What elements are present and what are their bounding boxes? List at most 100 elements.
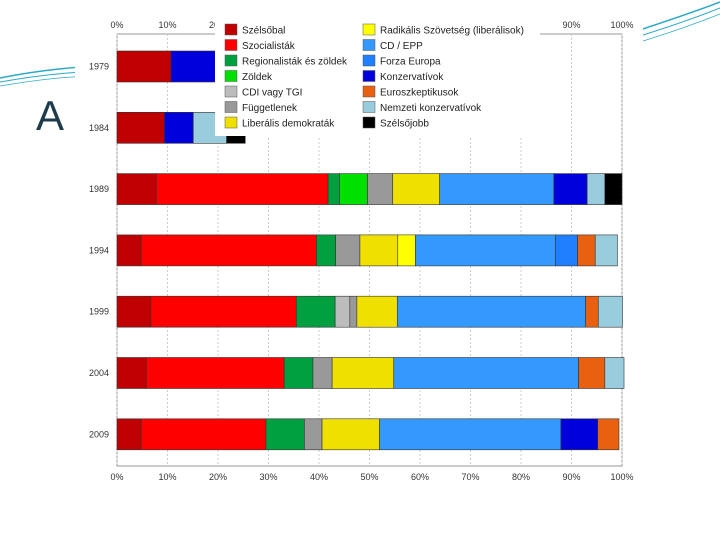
bar-segment [150, 295, 297, 328]
bar-segment [604, 173, 623, 205]
bar-segment [331, 357, 395, 389]
bar-segment [116, 50, 172, 83]
bar-segment [116, 173, 157, 205]
bar-segment [586, 173, 606, 205]
x-tick-label-bottom: 80% [512, 472, 530, 482]
bar-segment [316, 234, 336, 267]
legend-label: Konzervatívok [380, 72, 444, 83]
x-tick-label-bottom: 0% [110, 472, 123, 482]
legend-swatch [224, 39, 238, 51]
bar-segment [156, 173, 329, 205]
legend-label: Regionalisták és zöldek [242, 57, 348, 68]
legend-swatch [362, 70, 376, 82]
bar-segment [339, 173, 368, 205]
x-tick-label-bottom: 20% [209, 472, 227, 482]
bar-segment [116, 234, 142, 267]
bar-segment [577, 234, 596, 267]
x-tick-label-bottom: 10% [158, 472, 176, 482]
bar-segment [555, 234, 578, 267]
bar-segment [116, 112, 165, 144]
bar-segment [295, 295, 336, 328]
bar-segment [164, 112, 194, 144]
legend-label: Szélsőjobb [380, 119, 429, 130]
bar-segment [594, 234, 618, 267]
bar-segment [145, 357, 285, 389]
stacked-bar-chart: 0%0%10%10%20%20%30%30%40%40%50%50%60%60%… [89, 18, 634, 482]
legend-label: Szélsőbal [242, 26, 285, 37]
category-label: 1989 [89, 184, 109, 194]
x-tick-label-top: 90% [562, 20, 580, 30]
x-tick-label-top: 100% [610, 20, 633, 30]
legend-swatch [362, 101, 376, 113]
x-tick-label-top: 10% [158, 20, 176, 30]
legend-swatch [362, 54, 376, 67]
x-tick-label-bottom: 50% [360, 472, 378, 482]
category-label: 1979 [89, 62, 109, 72]
legend-label: Zöldek [242, 72, 273, 83]
bar-segment [265, 418, 305, 451]
category-label: 1999 [89, 307, 109, 317]
bar-segment [585, 295, 599, 328]
legend-label: CD / EPP [380, 41, 423, 52]
legend-swatch [362, 85, 376, 98]
legend-swatch [224, 70, 238, 82]
legend-swatch [224, 101, 238, 113]
bar-segment [283, 357, 314, 389]
legend-label: Radikális Szövetség (liberálisok) [380, 26, 524, 37]
bar-segment [349, 295, 358, 328]
bar-segment [396, 295, 586, 328]
legend-label: CDI vagy TGI [242, 88, 302, 99]
category-label: 2004 [89, 368, 109, 378]
bar-segment [304, 418, 323, 451]
category-label: 2009 [89, 429, 109, 439]
x-tick-label-bottom: 40% [310, 472, 328, 482]
bar-segment [367, 173, 394, 205]
bar-segment [335, 234, 361, 267]
x-tick-label-bottom: 70% [461, 472, 479, 482]
slide-title: A [36, 92, 65, 139]
bar-segment [597, 418, 620, 451]
bar-segment [397, 234, 416, 267]
bar-segment [415, 234, 556, 267]
bar-segment [356, 295, 398, 328]
bar-segment [379, 418, 562, 451]
chart-panel: 0%0%10%10%20%20%30%30%40%40%50%50%60%60%… [75, 16, 643, 494]
legend-swatch [362, 116, 376, 129]
bar-segment [553, 173, 588, 205]
x-tick-label-bottom: 90% [562, 472, 580, 482]
legend-label: Liberális demokraták [242, 119, 335, 130]
bar-segment [578, 357, 606, 389]
bar-segment [140, 234, 317, 267]
legend-swatch [224, 116, 238, 129]
legend-swatch [224, 85, 238, 98]
bar-segment [327, 173, 341, 205]
bar-segment [116, 295, 152, 328]
bar-segment [393, 357, 579, 389]
x-tick-label-bottom: 100% [610, 472, 633, 482]
bar-segment [359, 234, 399, 267]
bar-segment [439, 173, 555, 205]
legend-label: Függetlenek [242, 103, 298, 114]
x-tick-label-bottom: 60% [411, 472, 429, 482]
x-tick-label-bottom: 30% [259, 472, 277, 482]
legend-label: Forza Europa [380, 57, 441, 68]
bar-segment [392, 173, 440, 205]
category-label: 1994 [89, 245, 109, 255]
legend-label: Szocialisták [242, 41, 296, 52]
decorative-swoosh-right [639, 1, 720, 43]
bar-segment [116, 357, 147, 389]
legend-swatch [224, 54, 238, 67]
legend-swatch [362, 39, 376, 51]
category-label: 1984 [89, 123, 109, 133]
legend-box [215, 18, 540, 136]
x-tick-label-top: 0% [110, 20, 123, 30]
legend-label: Euroszkeptikusok [380, 88, 459, 99]
bar-segment [312, 357, 333, 389]
legend-swatch [224, 23, 238, 36]
bar-segment [321, 418, 380, 451]
legend-swatch [362, 23, 376, 36]
bar-segment [116, 418, 142, 451]
bar-segment [604, 357, 625, 389]
bar-segment [597, 295, 623, 328]
bar-segment [560, 418, 599, 451]
